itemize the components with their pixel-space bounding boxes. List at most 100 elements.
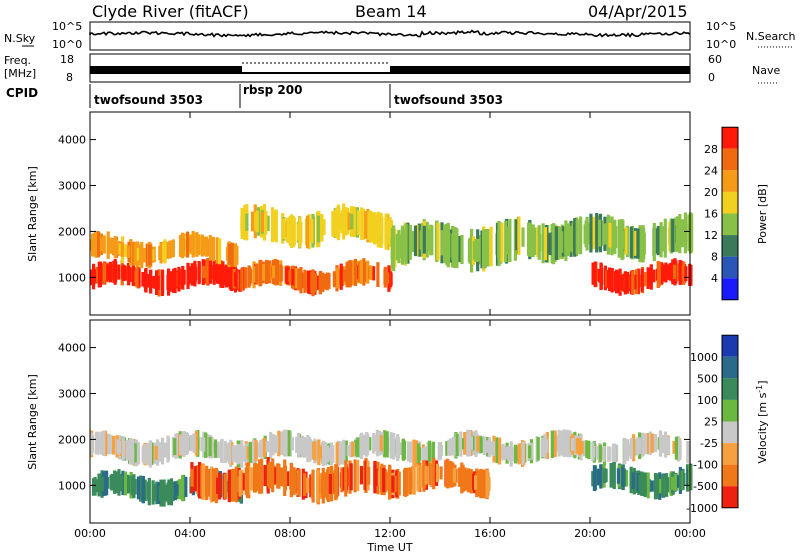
velocity-colorbar-label: Velocity [m s-1] <box>755 380 770 463</box>
data-cell-band-2 <box>123 244 128 257</box>
colorbar-tick-3: 16 <box>704 208 718 221</box>
data-cell-band-1 <box>145 273 149 288</box>
data-cell-band-3 <box>205 474 209 493</box>
data-cell-band-3 <box>289 462 293 498</box>
data-cell-band-6 <box>595 213 599 253</box>
data-cell-band-4 <box>347 212 351 230</box>
data-cell-band-5 <box>443 226 447 261</box>
data-cell-band-2 <box>107 433 111 455</box>
data-cell-band-1 <box>109 475 113 490</box>
data-cell-band-5 <box>655 473 660 499</box>
freq-unit-label: [MHz] <box>4 67 36 80</box>
data-cell-band-2 <box>128 437 133 465</box>
data-cell-band-2 <box>233 243 238 268</box>
freq-label: Freq. <box>4 54 31 67</box>
data-cell-band-1 <box>93 477 97 496</box>
data-cell-band-3 <box>349 463 353 491</box>
data-cell-band-2 <box>322 440 326 467</box>
colorbar-swatch-0 <box>722 127 738 149</box>
data-cell-band-2 <box>566 429 570 458</box>
cpid-segment-3: twofsound 3503 <box>394 93 503 107</box>
data-cell-band-5 <box>408 224 412 260</box>
data-cell-band-3 <box>327 272 331 289</box>
data-cell-band-2 <box>513 444 517 464</box>
data-cell-band-1 <box>227 267 231 287</box>
data-cell-band-2 <box>602 446 606 462</box>
data-cell-band-3 <box>232 468 236 502</box>
data-cell-band-2 <box>427 440 432 467</box>
data-cell-band-7 <box>593 261 597 287</box>
data-cell-band-1 <box>203 266 207 278</box>
data-cell-band-2 <box>165 243 169 258</box>
data-cell-band-5 <box>612 462 616 489</box>
data-cell-band-5 <box>406 222 410 264</box>
data-cell-band-4 <box>338 213 342 232</box>
data-cell-band-6 <box>671 218 675 253</box>
data-cell-band-6 <box>678 214 682 254</box>
data-cell-band-5 <box>476 238 480 262</box>
xtick-label-0: 00:00 <box>74 527 106 540</box>
data-cell-band-4 <box>250 211 255 232</box>
colorbar-tick-5: -100 <box>693 459 718 472</box>
data-cell-band-1 <box>193 260 197 287</box>
data-cell-band-6 <box>543 227 548 261</box>
data-cell-band-2 <box>163 239 167 264</box>
data-cell-band-4 <box>393 475 397 492</box>
data-cell-band-2 <box>543 433 547 459</box>
nsky-tick-low: 10^0 <box>52 38 82 51</box>
data-cell-band-4 <box>245 213 249 231</box>
data-cell-band-2 <box>582 440 586 457</box>
data-cell-band-5 <box>609 463 613 488</box>
data-cell-band-2 <box>395 437 399 458</box>
data-cell-band-2 <box>121 436 125 462</box>
data-cell-band-2 <box>438 442 443 460</box>
data-cell-band-3 <box>359 259 363 284</box>
data-cell-band-2 <box>248 442 252 463</box>
data-cell-band-3 <box>201 463 205 500</box>
data-cell-band-2 <box>203 236 207 256</box>
data-cell-band-2 <box>287 430 291 457</box>
colorbar-swatch-4 <box>722 421 738 444</box>
data-cell-band-5 <box>458 235 462 263</box>
data-cell-band-5 <box>678 470 682 491</box>
data-cell-band-3 <box>318 272 322 294</box>
power-yticks: 1000 2000 3000 4000 <box>58 134 690 284</box>
ytick-label-1000: 1000 <box>58 271 86 284</box>
data-cell-band-2 <box>510 447 515 461</box>
data-cell-band-6 <box>604 224 608 244</box>
data-cell-band-2 <box>189 235 194 254</box>
ytick-label-4000: 4000 <box>58 134 86 147</box>
data-cell-band-1 <box>160 269 165 296</box>
data-cell-band-4 <box>270 207 275 243</box>
data-cell-band-3 <box>190 468 194 487</box>
data-cell-band-2 <box>489 441 493 455</box>
colorbar-swatch-5 <box>722 235 738 257</box>
data-cell-band-2 <box>110 239 115 254</box>
data-cell-band-6 <box>579 216 583 255</box>
data-cell-band-5 <box>624 470 629 487</box>
data-cell-band-3 <box>336 267 340 289</box>
data-cell-band-2 <box>151 249 155 261</box>
data-cell-band-5 <box>604 468 608 483</box>
data-cell-band-3 <box>258 459 262 494</box>
data-cell-band-3 <box>353 258 357 286</box>
data-cell-band-7 <box>657 261 661 287</box>
data-cell-band-3 <box>326 469 330 501</box>
data-cell-band-3 <box>294 268 298 289</box>
data-cell-band-2 <box>239 444 244 464</box>
data-cell-band-3 <box>240 267 244 291</box>
data-cell-band-7 <box>671 259 675 285</box>
data-cell-band-1 <box>225 480 229 493</box>
ytick-label-4000: 4000 <box>58 342 86 355</box>
data-cell-band-2 <box>204 432 208 458</box>
data-cell-band-5 <box>411 231 415 253</box>
data-cell-band-2 <box>244 447 248 460</box>
xtick-label-3: 12:00 <box>374 527 406 540</box>
data-cell-band-3 <box>323 273 327 290</box>
station-title: Clyde River (fitACF) <box>92 2 249 21</box>
data-cell-band-2 <box>95 431 100 455</box>
data-cell-band-2 <box>284 433 288 453</box>
data-cell-band-3 <box>211 468 215 502</box>
data-cell-band-2 <box>399 442 403 456</box>
data-cell-band-2 <box>189 435 193 452</box>
